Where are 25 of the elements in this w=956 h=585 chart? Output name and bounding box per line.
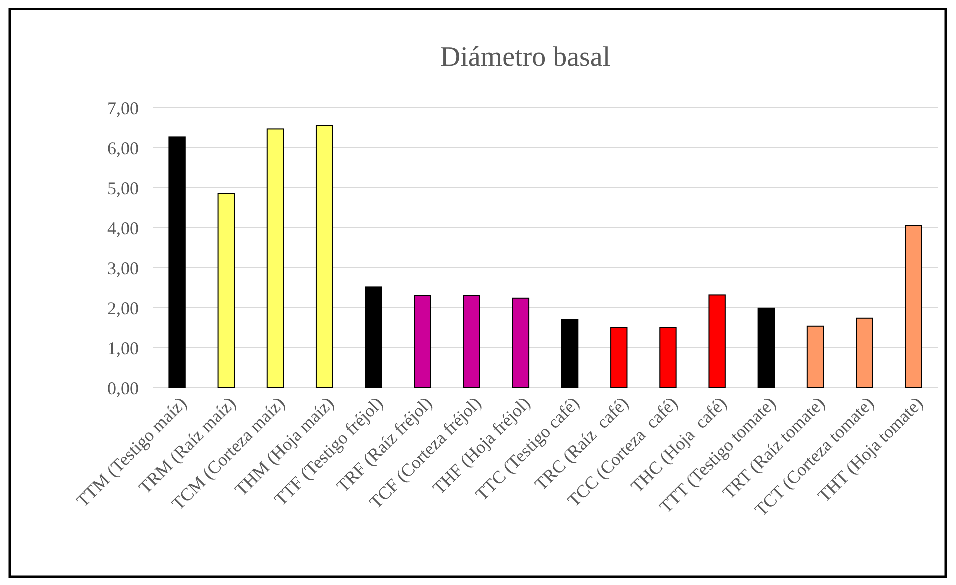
bar <box>561 319 579 388</box>
bar <box>610 327 628 388</box>
bar <box>414 295 432 388</box>
bar <box>660 327 677 388</box>
bar <box>512 298 530 388</box>
bar <box>266 128 284 388</box>
y-tick-label: 0,00 <box>108 378 139 398</box>
bar <box>758 308 776 388</box>
bar <box>905 225 922 388</box>
bar <box>708 294 726 388</box>
y-tick-label: 7,00 <box>108 98 139 118</box>
bar <box>316 126 334 388</box>
y-tick-label: 6,00 <box>108 138 139 158</box>
y-tick-label: 5,00 <box>108 178 139 198</box>
bar <box>218 193 235 388</box>
y-tick-label: 4,00 <box>108 218 139 238</box>
chart-title: Diámetro basal <box>440 42 611 73</box>
y-tick-label: 3,00 <box>108 258 139 278</box>
y-tick-label: 2,00 <box>108 298 139 318</box>
bar <box>806 326 824 388</box>
bar <box>463 295 480 388</box>
y-tick-label: 1,00 <box>108 338 139 358</box>
bar <box>856 318 874 388</box>
bar <box>365 286 382 388</box>
bar <box>168 136 186 388</box>
